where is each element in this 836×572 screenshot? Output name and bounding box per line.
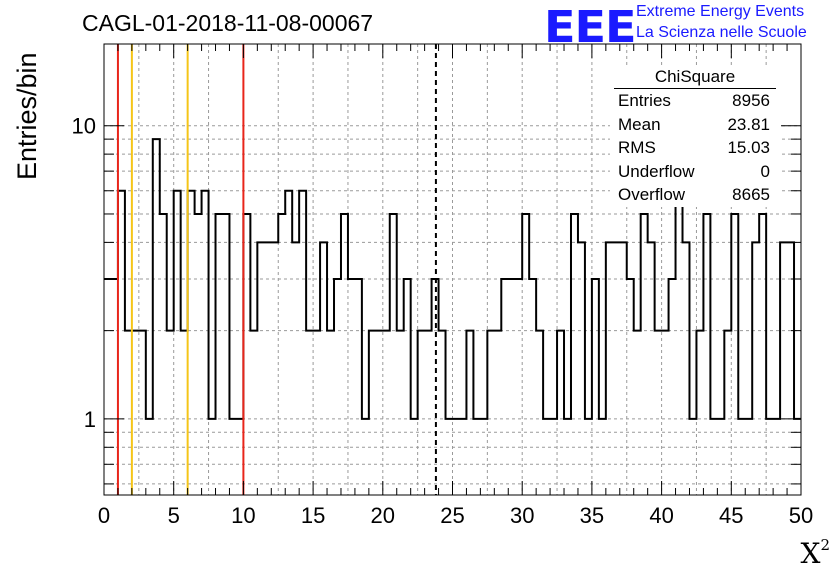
x-tick-label: 50 (789, 503, 813, 528)
histogram-line (104, 138, 801, 420)
stats-row: Overflow 8665 (610, 183, 780, 207)
stats-label: Entries (618, 91, 671, 110)
x-tick-label: 25 (440, 503, 464, 528)
stats-title: ChiSquare (614, 66, 776, 89)
x-axis-label-superscript: 2 (820, 536, 830, 554)
axis-ticks (103, 44, 802, 495)
stats-box: ChiSquare Entries 8956 Mean 23.81 RMS 15.03… (610, 66, 780, 207)
stats-label: Mean (618, 114, 661, 134)
logo-line-2: La Scienza nelle Scuole (636, 24, 807, 41)
stats-value: 8665 (732, 185, 770, 204)
eee-logo-mark: EEE (544, 2, 637, 53)
stats-value: 15.03 (727, 138, 770, 157)
marker-lines (116, 44, 437, 495)
x-tick-label: 5 (168, 503, 180, 528)
stats-label: Underflow (618, 161, 695, 181)
stats-row: Entries 8956 (610, 89, 780, 113)
x-tick-label: 10 (231, 503, 255, 528)
x-tick-label: 30 (510, 503, 534, 528)
x-tick-label: 0 (98, 503, 110, 528)
y-tick-label: 10 (72, 114, 96, 139)
histogram-series (104, 138, 801, 420)
stats-value: 0 (760, 161, 770, 181)
x-tick-label: 20 (371, 503, 395, 528)
stats-row: RMS 15.03 (610, 136, 780, 160)
stats-value: 8956 (732, 91, 770, 110)
x-axis-label: X2 (801, 536, 830, 570)
x-tick-label: 35 (580, 503, 604, 528)
x-tick-label: 45 (719, 503, 743, 528)
stats-label: RMS (618, 138, 656, 157)
stats-row: Underflow 0 (610, 160, 780, 184)
x-tick-label: 15 (301, 503, 325, 528)
logo-line-1: Extreme Energy Events (636, 3, 805, 20)
stats-label: Overflow (618, 185, 686, 204)
x-axis-label-base: X (800, 537, 821, 570)
y-tick-label: 1 (84, 407, 96, 432)
y-axis-label: Entries/bin (12, 52, 42, 180)
x-tick-label: 40 (649, 503, 673, 528)
stats-row: Mean 23.81 (610, 113, 780, 137)
axis-tick-labels: 0 5 10 15 20 25 30 35 40 45 50 1 10 (72, 114, 814, 528)
stats-value: 23.81 (727, 114, 770, 134)
chart-title: CAGL-01-2018-11-08-00067 (82, 10, 374, 36)
